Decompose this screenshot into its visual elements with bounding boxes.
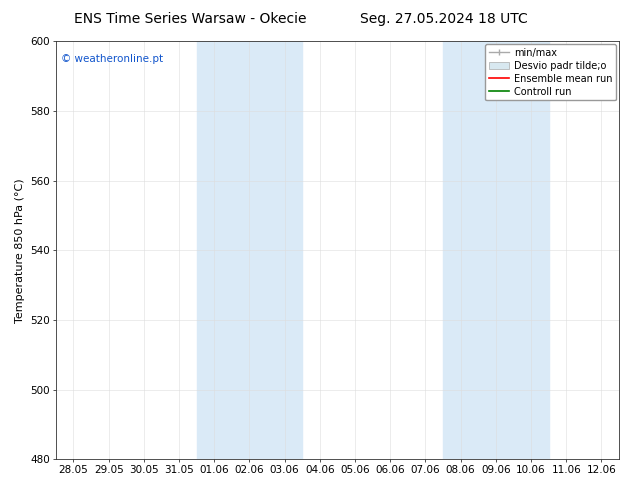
Text: © weatheronline.pt: © weatheronline.pt: [61, 53, 164, 64]
Text: Seg. 27.05.2024 18 UTC: Seg. 27.05.2024 18 UTC: [360, 12, 527, 26]
Text: ENS Time Series Warsaw - Okecie: ENS Time Series Warsaw - Okecie: [74, 12, 306, 26]
Bar: [443, 41, 548, 460]
Y-axis label: Temperature 850 hPa (°C): Temperature 850 hPa (°C): [15, 178, 25, 322]
Legend: min/max, Desvio padr tilde;o, Ensemble mean run, Controll run: min/max, Desvio padr tilde;o, Ensemble m…: [486, 44, 616, 100]
Bar: [197, 41, 302, 460]
